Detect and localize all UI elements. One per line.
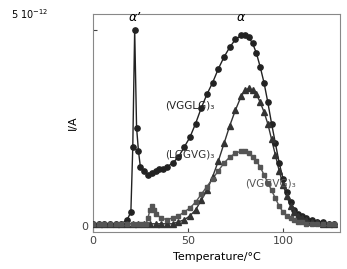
Text: (LGGVG)₃: (LGGVG)₃ (165, 149, 214, 159)
Text: (VGGLG)₃: (VGGLG)₃ (165, 100, 214, 110)
Text: (VGGVG)₃: (VGGVG)₃ (245, 179, 296, 189)
Text: α’: α’ (128, 11, 141, 24)
Text: α: α (237, 11, 245, 24)
Y-axis label: I/A: I/A (68, 115, 78, 130)
Text: $5\ 10^{-12}$: $5\ 10^{-12}$ (11, 7, 48, 21)
X-axis label: Temperature/°C: Temperature/°C (172, 252, 260, 262)
